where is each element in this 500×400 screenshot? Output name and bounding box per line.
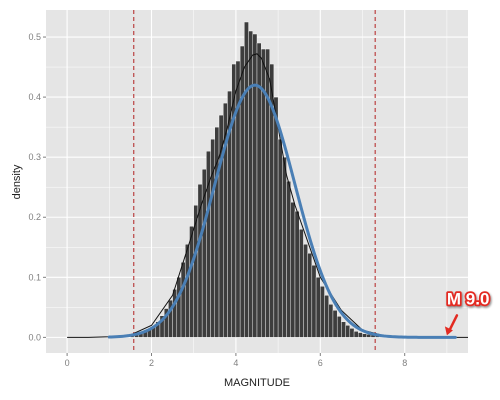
y-axis-title: density [11,164,23,199]
histogram-bar [290,202,296,338]
normal-fit-curve [107,83,457,339]
y-tick-label: 0.1 [28,272,41,282]
histogram-bar [185,244,190,338]
histogram-bar [307,253,313,338]
y-tick-label: 0.0 [28,332,41,342]
histogram-bar [345,325,351,338]
histogram-bar [320,286,325,338]
reference-lines [133,10,376,353]
annotation-label: M 9.0 [447,289,490,308]
histogram-bar [362,333,367,338]
histogram-bars [130,21,422,338]
histogram-bar [244,21,249,338]
histogram-bar [336,316,342,338]
y-tick-label: 0.5 [28,32,41,42]
y-tick-label: 0.2 [28,212,41,222]
histogram-bar [273,96,279,338]
annotation-arrow-head [444,326,453,336]
y-tick-label: 0.3 [28,152,41,162]
histogram-bar [299,229,304,338]
histogram-bar [353,331,359,338]
histogram-bar [358,332,363,338]
histogram-bar [172,289,178,338]
histogram-bar [176,277,182,338]
histogram-bar [282,156,287,338]
histogram-bar [332,310,338,338]
histogram-bar [248,30,253,338]
histogram-bar [341,321,346,338]
histogram-bar [315,277,321,338]
density-curves [67,53,468,339]
axis-ticks: 0 2 4 6 8 0.0 0.1 0.2 0.3 0.4 0.5 [28,32,407,368]
x-tick-label: 0 [65,358,70,368]
histogram-bar [303,244,308,338]
histogram-bar [252,33,258,338]
histogram-bar [239,45,245,338]
histogram-bar [277,138,283,338]
histogram-bar [294,211,300,338]
x-tick-label: 2 [149,358,154,368]
x-axis-title: MAGNITUDE [224,377,290,389]
histogram-bar [311,265,317,338]
histogram-bar [201,168,207,338]
histogram-bar [328,304,334,338]
annotation: M 9.0 [444,288,491,336]
histogram-bar [193,205,199,338]
x-tick-label: 4 [233,358,238,368]
histogram-bar [189,226,194,338]
histogram-bar [349,328,355,338]
y-tick-label: 0.4 [28,92,41,102]
histogram-bar [197,184,203,338]
histogram-bar [180,262,186,338]
annotation-arrow-shaft [447,314,459,333]
x-tick-label: 6 [318,358,323,368]
histogram-bar [324,295,329,338]
histogram-bar [286,180,291,338]
x-tick-label: 8 [402,358,407,368]
